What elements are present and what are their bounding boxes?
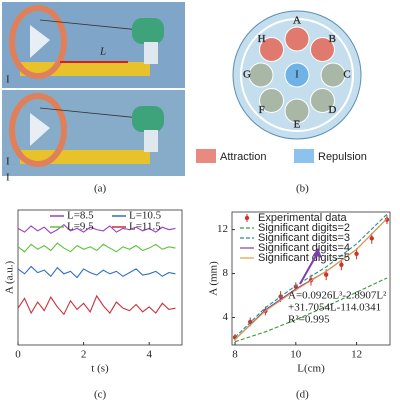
legend-swatch: [294, 149, 314, 163]
annotation: A=0.0926L³-2.8907L²: [288, 290, 387, 302]
panel-label: (c): [94, 389, 107, 401]
legend-label: Significant digits=2: [258, 222, 350, 234]
series-line: [17, 242, 176, 253]
panel-label: (b): [296, 183, 309, 195]
magnet-label: B: [329, 33, 336, 45]
magnet-holder: [132, 106, 164, 132]
magnet-label: F: [259, 104, 265, 116]
legend-label: Significant digits=5: [258, 252, 350, 264]
center-label: I: [295, 69, 299, 81]
legend-label: L=9.5: [67, 221, 94, 233]
legend-marker: [244, 215, 250, 221]
y-tick-label: 4: [223, 311, 229, 323]
magnet: [259, 87, 285, 113]
legend-label: Repulsion: [318, 151, 367, 163]
data-point: [354, 251, 359, 256]
data-point: [323, 272, 329, 277]
center-magnet: [284, 62, 310, 88]
magnet-ring: A B C D E F G H I: [243, 14, 351, 131]
stand: [144, 130, 158, 152]
magnet-label: C: [343, 69, 350, 81]
legend: Attraction Repulsion: [196, 149, 367, 163]
y-tick-label: 8: [223, 267, 229, 279]
magnet-label: A: [293, 15, 301, 27]
annotation-arrowhead: [313, 248, 322, 258]
x-tick-label: 0: [15, 349, 21, 361]
x-tick-label: 10: [290, 349, 302, 361]
ring: [9, 5, 67, 79]
magnet: [309, 37, 335, 63]
annotation: +31.7054L-114.0341: [288, 302, 381, 314]
stand: [144, 42, 158, 64]
magnet: [248, 62, 274, 88]
magnet-holder: [132, 18, 164, 44]
panel-label: (a): [94, 183, 107, 195]
magnet-label: H: [258, 33, 266, 45]
disk-ring: [240, 18, 354, 132]
series-line: [17, 224, 176, 234]
plot-frame: [17, 209, 183, 346]
photo-mark: I: [6, 74, 10, 86]
magnet: [284, 26, 310, 52]
annotation-arrow: [299, 251, 319, 285]
apparatus: [9, 93, 164, 167]
plate: [30, 25, 50, 58]
legend-label: L=10.5: [129, 210, 162, 222]
series-line: [234, 218, 388, 340]
series-line: [234, 213, 388, 338]
magnet-label: D: [328, 104, 336, 116]
x-tick-label: 8: [232, 349, 238, 361]
annotation: R²=0.995: [288, 314, 330, 326]
y-tick-label: 12: [217, 223, 228, 235]
photo-panel: L I I I: [2, 2, 185, 184]
length-label: L: [99, 46, 106, 58]
photo-mark: I: [6, 156, 10, 168]
string: [39, 19, 141, 31]
plot-frame: [231, 211, 391, 346]
panel-label: (d): [296, 389, 309, 401]
legend-label: Attraction: [220, 151, 266, 163]
apparatus: L: [9, 5, 164, 79]
plate: [30, 113, 50, 146]
magnet-label: G: [243, 69, 251, 81]
magnet: [259, 37, 285, 63]
legend-label: Significant digits=4: [258, 242, 350, 254]
magnet: [284, 98, 310, 124]
x-axis-label: t (s): [91, 363, 109, 375]
magnet: [320, 62, 346, 88]
photo-mark: I: [6, 172, 10, 184]
x-tick-label: 4: [146, 349, 152, 361]
legend-swatch: [196, 149, 216, 163]
data-point: [339, 262, 344, 267]
series-line: [234, 277, 388, 343]
y-axis-label: A (mm): [208, 261, 220, 296]
magnet-label: E: [294, 119, 301, 131]
series-line: [17, 265, 176, 279]
data-point: [369, 236, 374, 241]
x-tick-label: 2: [81, 349, 87, 361]
legend-label: Experimental data: [258, 212, 348, 224]
ring: [9, 93, 67, 167]
x-tick-label: 12: [351, 349, 362, 361]
magnet: [309, 87, 335, 113]
legend-label: Significant digits=3: [258, 232, 350, 244]
y-axis-label: A (a.u.): [4, 261, 16, 295]
data-point: [384, 217, 390, 222]
string: [39, 107, 141, 119]
x-axis-label: L(cm): [297, 363, 325, 375]
series-line: [17, 294, 176, 316]
legend-label: L=11.5: [129, 221, 161, 233]
legend-label: L=8.5: [67, 210, 94, 222]
